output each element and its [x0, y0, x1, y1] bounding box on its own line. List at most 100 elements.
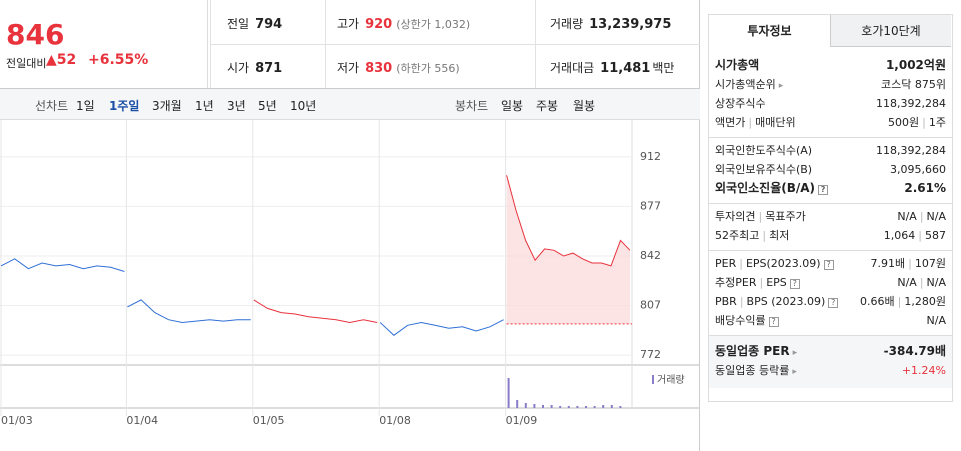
separator: |: [739, 257, 743, 270]
period-button[interactable]: 3년: [227, 99, 246, 113]
period-button[interactable]: 1일: [76, 99, 95, 113]
left-area: 846 전일대비 ▲52 +6.55% 선차트 1일 1주일 3개월 1년 3년 5년 10년…: [0, 0, 700, 451]
stat-value: 11,481: [600, 61, 651, 76]
section: 외국인한도주식수(A) 118,392,284 외국인보유주식수(B) 3,095,6…: [709, 138, 952, 204]
info-row: 외국인소진율(B/A)? 2.61%: [715, 179, 946, 198]
row-value: 2.61%: [904, 179, 946, 198]
line-chart-label: 선차트: [35, 99, 69, 113]
value-text: N/A: [897, 210, 917, 223]
value-text: 1,064: [883, 229, 916, 242]
info-row: PER | EPS(2023.09)? 7.91배 | 107원: [715, 254, 946, 273]
info-row: 상장주식수 118,392,284: [715, 94, 946, 113]
period-button[interactable]: 1주일: [109, 99, 140, 113]
help-icon[interactable]: ?: [768, 317, 779, 327]
divider: [210, 44, 700, 45]
separator: |: [919, 210, 924, 223]
candle-button[interactable]: 월봉: [573, 99, 596, 113]
y-tick-label: 842: [640, 249, 661, 262]
row-label: 액면가 | 매매단위: [715, 113, 796, 132]
row-value: N/A | N/A: [897, 273, 946, 292]
volume-bar: [507, 378, 510, 408]
volume-bar: [516, 400, 519, 408]
value-text: 107원: [914, 257, 946, 270]
tab[interactable]: 호가10단계: [830, 15, 951, 47]
row-value: 1,064 | 587: [884, 226, 946, 245]
price-line: [127, 299, 251, 324]
row-label: 동일업종 PER ▸: [715, 342, 797, 361]
volume-bar: [559, 406, 562, 408]
x-tick-label: 01/09: [506, 414, 538, 427]
volume-bar: [550, 405, 553, 408]
info-row: 외국인한도주식수(A) 118,392,284: [715, 141, 946, 160]
stat-value: 13,239,975: [589, 17, 672, 32]
info-row: 동일업종 등락률 ▸ +1.24%: [715, 361, 946, 380]
separator: |: [919, 276, 924, 289]
row-value: N/A: [927, 311, 946, 330]
price: 846: [6, 18, 65, 51]
x-tick-label: 01/05: [253, 414, 285, 427]
help-icon[interactable]: ?: [828, 298, 839, 308]
volume-bar: [533, 404, 536, 408]
label-text: 투자의견: [715, 210, 756, 223]
help-icon[interactable]: ?: [818, 185, 829, 195]
toolbar: 선차트 1일 1주일 3개월 1년 3년 5년 10년 봉차트 일봉 주봉 월봉: [0, 88, 700, 120]
panel-body: 시가총액 1,002억원 시가총액순위 ▸ 코스닥 875위 상장주식수 118,392,2…: [709, 53, 952, 388]
chart: 772 807 842 877 912 01/03 01/04 01/05 01/08 01/09…: [0, 120, 699, 427]
candle-chart-label: 봉차트: [455, 99, 489, 113]
info-row: 외국인보유주식수(B) 3,095,660: [715, 160, 946, 179]
row-label: 시가총액: [715, 56, 759, 75]
help-icon[interactable]: ?: [789, 279, 800, 289]
label-text: 52주최고: [715, 229, 760, 242]
label-text: 시가총액순위: [715, 78, 776, 91]
period-button[interactable]: 10년: [290, 99, 317, 113]
arrow: ▸: [792, 367, 797, 377]
price-box: 846 전일대비 ▲52 +6.55%: [0, 0, 208, 88]
stat: 시가 871: [227, 59, 282, 76]
stat-label: 전일: [227, 17, 250, 31]
row-value: 7.91배 | 107원: [871, 254, 946, 273]
industry-section: 동일업종 PER ▸ -384.79배 동일업종 등락률 ▸ +1.24%: [709, 336, 952, 388]
volume-bar: [593, 406, 596, 408]
tab[interactable]: 투자정보: [747, 24, 792, 38]
row-label: 추정PER | EPS?: [715, 273, 800, 292]
separator: |: [739, 295, 744, 308]
x-tick-label: 01/08: [379, 414, 411, 427]
period-button[interactable]: 1년: [195, 99, 214, 113]
separator: |: [762, 229, 767, 242]
change-label: 전일대비: [6, 57, 47, 70]
section: PER | EPS(2023.09)? 7.91배 | 107원 추정PER | EPS? N/A…: [709, 251, 952, 336]
stat-value: 871: [255, 61, 283, 76]
row-label: PBR | BPS (2023.09)?: [715, 292, 839, 311]
label-text: 매매단위: [755, 116, 796, 129]
stat: 거래량 13,239,975: [550, 15, 671, 32]
price-line: [0, 258, 125, 272]
value-text: 2.61%: [904, 181, 946, 195]
label-text: EPS: [766, 276, 787, 289]
volume-legend-swatch: [652, 375, 654, 384]
period-button[interactable]: 5년: [258, 99, 277, 113]
candle-button[interactable]: 일봉: [501, 99, 524, 113]
arrow: ▸: [792, 348, 798, 358]
label-text: 상장주식수: [715, 97, 766, 110]
label-text: 외국인소진율(B/A): [715, 181, 816, 195]
row-value: 500원 | 1주: [888, 113, 946, 132]
value-text: 코스닥 875위: [881, 78, 946, 91]
value-text: 118,392,284: [876, 97, 946, 110]
stat-value: 794: [255, 17, 283, 32]
label-text: 동일업종 등락률: [715, 364, 790, 377]
value-text: 1주: [928, 116, 946, 129]
area-fill: [506, 175, 630, 324]
help-icon[interactable]: ?: [823, 260, 834, 270]
stat-label: 거래량: [550, 17, 584, 31]
label-text: 시가총액: [715, 58, 760, 72]
separator: |: [922, 116, 926, 129]
value-text: N/A: [926, 210, 946, 223]
label-text: 액면가: [715, 116, 746, 129]
candle-button[interactable]: 주봉: [536, 99, 559, 113]
label-text: BPS (2023.09): [746, 295, 826, 308]
value-text: 0.66배: [860, 295, 895, 308]
period-button[interactable]: 3개월: [152, 99, 182, 113]
volume-bar: [567, 406, 570, 408]
section: 시가총액 1,002억원 시가총액순위 ▸ 코스닥 875위 상장주식수 118,392,2…: [709, 53, 952, 138]
